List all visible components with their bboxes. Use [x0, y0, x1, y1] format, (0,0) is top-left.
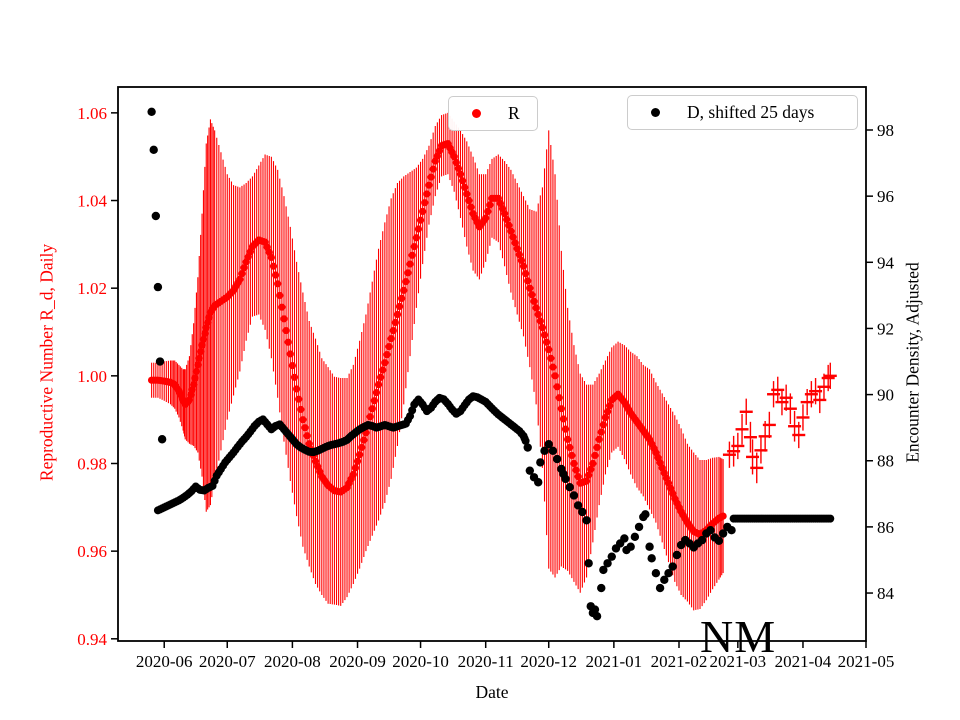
svg-text:2021-05: 2021-05: [838, 652, 895, 671]
svg-text:86: 86: [877, 518, 894, 537]
x-axis-ticks: 2020-06 2020-07 2020-08 2020-09 2020-10 2020-…: [136, 641, 894, 671]
svg-text:2020-06: 2020-06: [136, 652, 193, 671]
nm-annotation: NM: [700, 611, 777, 662]
y-right-ticks: 84 86 88 90 92 94 96 98: [866, 121, 895, 603]
y-axis-label-left: Reproductive Number R_d, Daily: [36, 243, 57, 482]
svg-text:90: 90: [877, 386, 894, 405]
y-axis-label-right: Encounter Density, Adjusted: [902, 262, 923, 463]
svg-text:92: 92: [877, 319, 894, 338]
svg-text:2021-04: 2021-04: [775, 652, 832, 671]
svg-text:2021-03: 2021-03: [709, 652, 766, 671]
svg-text:1.02: 1.02: [77, 279, 107, 298]
series-r: [148, 112, 727, 611]
svg-text:1.00: 1.00: [77, 367, 107, 386]
svg-text:2020-10: 2020-10: [392, 652, 449, 671]
svg-text:1.04: 1.04: [77, 192, 107, 211]
svg-text:2021-02: 2021-02: [651, 652, 708, 671]
svg-text:2020-11: 2020-11: [458, 652, 514, 671]
series-r-recent: [722, 362, 837, 484]
svg-text:0.94: 0.94: [77, 630, 107, 649]
svg-text:2020-12: 2020-12: [520, 652, 577, 671]
plot-border: [117, 86, 867, 642]
svg-text:2020-07: 2020-07: [199, 652, 256, 671]
svg-text:94: 94: [877, 253, 895, 272]
legend-r: R: [448, 96, 538, 131]
r-marker-icon: [472, 109, 481, 118]
svg-text:88: 88: [877, 452, 894, 471]
svg-text:0.96: 0.96: [77, 542, 107, 561]
legend-r-label: R: [508, 103, 520, 123]
y-left-ticks: 0.94 0.96 0.98 1.00 1.02 1.04 1.06: [77, 104, 118, 649]
series-d-shifted-25-days: [153, 392, 530, 515]
legend-d-label: D, shifted 25 days: [687, 102, 815, 122]
d-marker-icon: [651, 108, 660, 117]
series-d-early-outliers: [147, 107, 167, 444]
svg-text:0.98: 0.98: [77, 454, 107, 473]
series-d-scatter-phase: [523, 440, 736, 621]
svg-text:2021-01: 2021-01: [586, 652, 643, 671]
svg-text:1.06: 1.06: [77, 104, 107, 123]
x-axis-label: Date: [475, 682, 509, 702]
svg-text:98: 98: [877, 121, 894, 140]
svg-text:84: 84: [877, 584, 895, 603]
svg-text:2020-09: 2020-09: [329, 652, 386, 671]
series-d-flat-tail: [729, 514, 835, 523]
svg-text:2020-08: 2020-08: [264, 652, 321, 671]
svg-text:96: 96: [877, 187, 894, 206]
legend-d: D, shifted 25 days: [627, 95, 858, 130]
